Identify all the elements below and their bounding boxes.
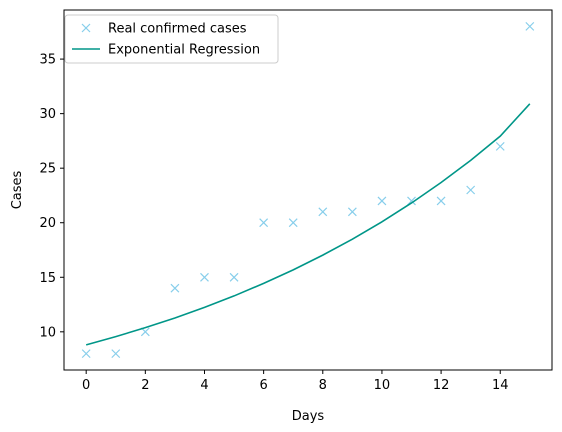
data-point bbox=[347, 207, 357, 217]
x-tick-label: 4 bbox=[200, 378, 208, 393]
series-layer bbox=[81, 21, 535, 359]
data-point bbox=[81, 349, 91, 359]
plot-area bbox=[64, 10, 552, 370]
legend-frame bbox=[64, 14, 279, 64]
x-tick-label: 10 bbox=[374, 378, 391, 393]
x-tick-label: 2 bbox=[141, 378, 149, 393]
legend-label: Real confirmed cases bbox=[108, 22, 247, 37]
y-tick-label: 30 bbox=[39, 107, 56, 122]
data-point bbox=[525, 21, 535, 31]
legend-item: Exponential Regression bbox=[72, 43, 260, 58]
y-tick-label: 15 bbox=[39, 271, 56, 286]
data-point bbox=[259, 218, 269, 228]
data-point bbox=[111, 349, 121, 359]
x-axis-label: Days bbox=[292, 409, 325, 424]
data-point bbox=[318, 207, 328, 217]
y-tick-label: 10 bbox=[39, 325, 56, 340]
regression-line bbox=[85, 103, 531, 346]
y-tick-label: 35 bbox=[39, 53, 56, 68]
data-point bbox=[288, 218, 298, 228]
legend: Real confirmed cases Exponential Regressi… bbox=[64, 14, 279, 64]
data-point bbox=[377, 196, 387, 206]
legend-label: Exponential Regression bbox=[108, 43, 260, 58]
data-point bbox=[495, 141, 505, 151]
x-axis-ticks: 0 2 4 6 8 10 12 14 bbox=[82, 370, 509, 393]
legend-item: Real confirmed cases bbox=[81, 22, 247, 37]
y-tick-label: 25 bbox=[39, 162, 56, 177]
x-tick-label: 8 bbox=[319, 378, 327, 393]
y-axis-ticks: 10 15 20 25 30 35 bbox=[39, 53, 64, 340]
data-point bbox=[229, 272, 239, 282]
x-tick-label: 0 bbox=[82, 378, 90, 393]
y-tick-label: 20 bbox=[39, 216, 56, 231]
plot-frame bbox=[63, 9, 553, 371]
data-point bbox=[407, 196, 416, 206]
legend-marker bbox=[81, 23, 91, 33]
data-point bbox=[170, 283, 180, 293]
x-tick-label: 6 bbox=[259, 378, 267, 393]
x-tick-label: 12 bbox=[433, 378, 450, 393]
y-axis-label: Cases bbox=[10, 170, 25, 209]
x-tick-label: 14 bbox=[492, 378, 509, 393]
data-point bbox=[436, 196, 446, 206]
data-point bbox=[466, 185, 476, 195]
data-point bbox=[200, 272, 209, 282]
